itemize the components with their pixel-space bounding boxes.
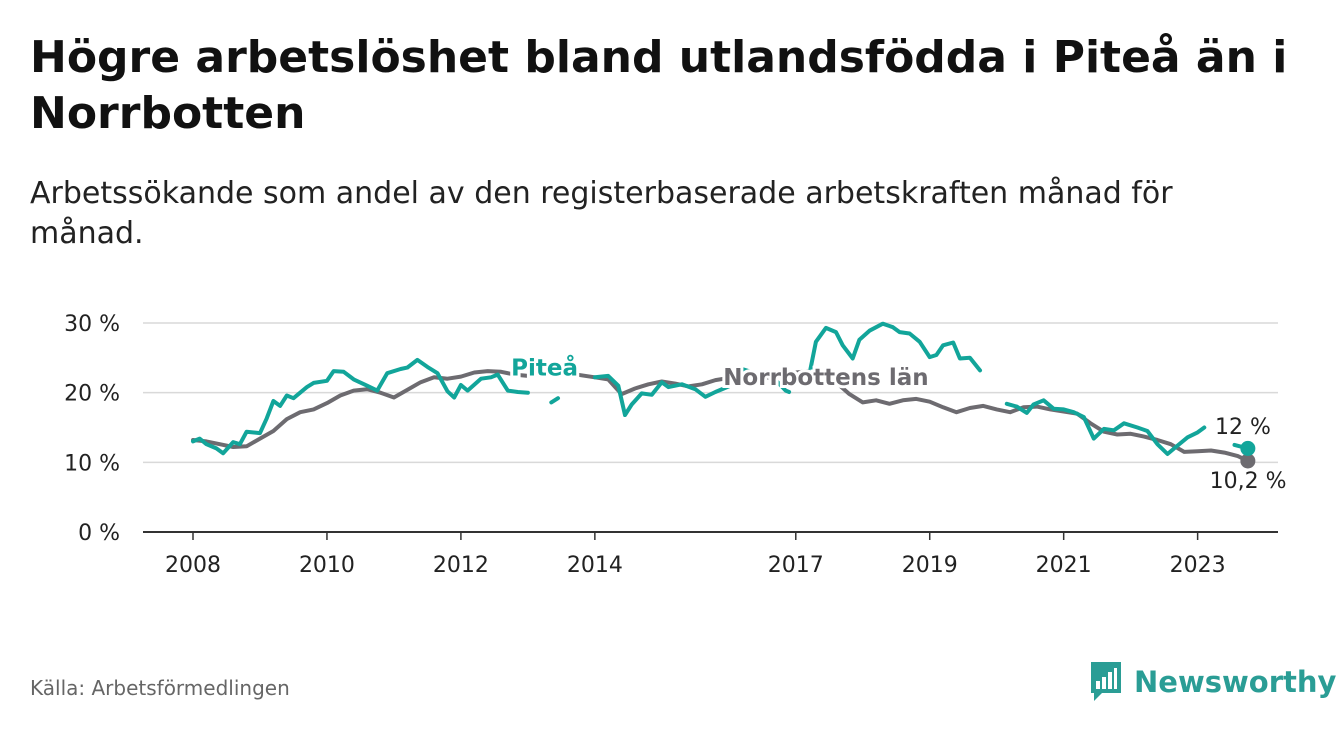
pitea-line-segment [191, 357, 530, 456]
y-axis-ticks: 0 % 10 % 20 % 30 % [64, 312, 120, 546]
line-chart: 0 % 10 % 20 % 30 % 2008 2010 2012 2014 2017 2019… [64, 312, 1289, 578]
pitea-line-segment [549, 396, 560, 405]
pitea-line-segment [1004, 398, 1207, 456]
x-tick-label: 2014 [567, 553, 623, 578]
brand-name: Newsworthy [1134, 665, 1337, 699]
norrbotten-series-label: Norrbottens län [723, 365, 928, 391]
y-tick-label: 20 % [64, 382, 120, 407]
chart-subtitle: Arbetssökande som andel av den registerb… [30, 176, 1173, 251]
x-tick-label: 2017 [768, 553, 824, 578]
norrbotten-line-segment [191, 369, 1250, 463]
pitea-line-segment [807, 321, 982, 378]
chart-title: Högre arbetslöshet bland utlandsfödda i … [30, 32, 1288, 139]
source-note: Källa: Arbetsförmedlingen [30, 676, 290, 700]
x-tick-label: 2008 [165, 553, 221, 578]
x-tick-label: 2021 [1036, 553, 1092, 578]
x-axis-ticks: 2008 2010 2012 2014 2017 2019 2021 2023 [165, 532, 1226, 578]
x-tick-label: 2019 [902, 553, 958, 578]
series-labels: Norrbottens län Piteå 12 % 10,2 % [508, 351, 1289, 496]
y-tick-label: 10 % [64, 451, 120, 476]
pitea-line-segment [592, 367, 792, 417]
x-tick-label: 2012 [433, 553, 489, 578]
y-tick-label: 0 % [78, 521, 120, 546]
y-tick-label: 30 % [64, 312, 120, 337]
newsworthy-brand[interactable]: Newsworthy [1088, 660, 1336, 704]
pitea-series-label: Piteå [511, 354, 578, 381]
pitea-end-point [1240, 440, 1256, 456]
x-tick-label: 2023 [1170, 553, 1226, 578]
norrbotten-end-point [1240, 453, 1256, 469]
pitea-end-value-label: 12 % [1215, 415, 1271, 440]
series-lines [191, 321, 1256, 469]
x-tick-label: 2010 [299, 553, 355, 578]
norrbotten-end-value-label: 10,2 % [1210, 469, 1287, 494]
newsworthy-logo-icon [1091, 662, 1121, 701]
